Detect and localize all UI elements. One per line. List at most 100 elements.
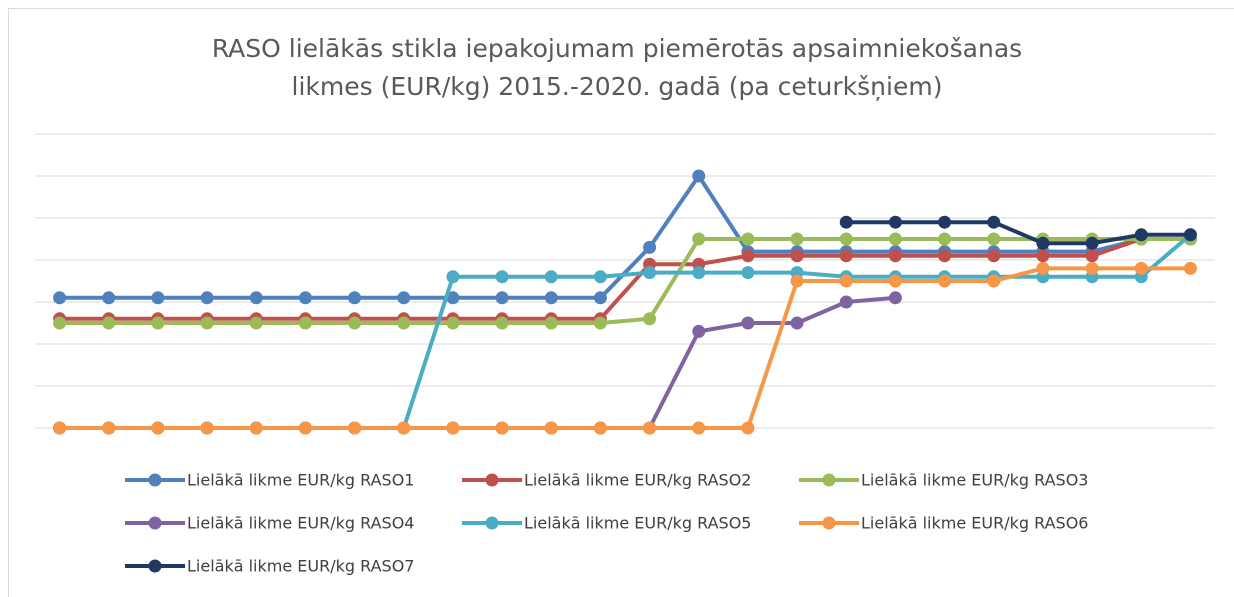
data-point bbox=[839, 274, 853, 288]
data-point bbox=[692, 169, 706, 183]
data-point bbox=[888, 249, 902, 263]
data-point bbox=[446, 421, 460, 435]
data-point bbox=[544, 421, 558, 435]
legend-marker bbox=[822, 473, 836, 487]
data-point bbox=[888, 232, 902, 246]
data-point bbox=[53, 291, 67, 305]
legend-label: Lielākā likme EUR/kg RASO6 bbox=[861, 514, 1088, 533]
data-point bbox=[888, 274, 902, 288]
data-point bbox=[741, 249, 755, 263]
data-point bbox=[839, 215, 853, 229]
data-point bbox=[888, 215, 902, 229]
data-point bbox=[888, 291, 902, 305]
data-point bbox=[987, 215, 1001, 229]
legend-label: Lielākā likme EUR/kg RASO7 bbox=[187, 557, 414, 576]
legend-marker bbox=[485, 473, 499, 487]
data-point bbox=[298, 421, 312, 435]
data-point bbox=[200, 291, 214, 305]
data-point bbox=[643, 312, 657, 326]
data-point bbox=[692, 324, 706, 338]
data-point bbox=[151, 316, 165, 330]
data-point bbox=[397, 421, 411, 435]
data-point bbox=[938, 232, 952, 246]
data-point bbox=[741, 421, 755, 435]
data-point bbox=[938, 274, 952, 288]
data-point bbox=[839, 295, 853, 309]
data-point bbox=[741, 266, 755, 280]
data-point bbox=[790, 249, 804, 263]
data-point bbox=[544, 291, 558, 305]
data-point bbox=[593, 270, 607, 284]
legend-marker bbox=[148, 473, 162, 487]
data-point bbox=[643, 421, 657, 435]
data-point bbox=[1036, 236, 1050, 250]
data-point bbox=[1134, 261, 1148, 275]
series-line bbox=[59, 237, 1191, 321]
data-point bbox=[741, 232, 755, 246]
data-point bbox=[249, 421, 263, 435]
data-point bbox=[249, 316, 263, 330]
data-point bbox=[348, 291, 362, 305]
legend-marker bbox=[822, 516, 836, 530]
data-point bbox=[1036, 249, 1050, 263]
data-point bbox=[495, 291, 509, 305]
data-point bbox=[593, 316, 607, 330]
data-point bbox=[643, 240, 657, 254]
data-point bbox=[397, 291, 411, 305]
data-point bbox=[692, 266, 706, 280]
data-point bbox=[1085, 249, 1099, 263]
data-point bbox=[1183, 261, 1197, 275]
data-point bbox=[249, 291, 263, 305]
data-point bbox=[593, 291, 607, 305]
data-point bbox=[495, 270, 509, 284]
series-line bbox=[59, 174, 1191, 300]
data-point bbox=[692, 232, 706, 246]
data-point bbox=[298, 316, 312, 330]
data-point bbox=[446, 316, 460, 330]
data-point bbox=[495, 316, 509, 330]
data-point bbox=[1085, 236, 1099, 250]
data-point bbox=[544, 270, 558, 284]
data-point bbox=[446, 291, 460, 305]
data-point bbox=[200, 421, 214, 435]
legend-label: Lielākā likme EUR/kg RASO2 bbox=[524, 471, 751, 490]
data-point bbox=[200, 316, 214, 330]
data-point bbox=[790, 232, 804, 246]
data-point bbox=[102, 421, 116, 435]
data-point bbox=[839, 249, 853, 263]
data-point bbox=[790, 316, 804, 330]
legend-marker bbox=[148, 559, 162, 573]
data-point bbox=[1085, 261, 1099, 275]
data-point bbox=[495, 421, 509, 435]
chart-title: likmes (EUR/kg) 2015.-2020. gadā (pa cet… bbox=[292, 72, 943, 101]
series-line bbox=[59, 237, 1191, 325]
legend-marker bbox=[148, 516, 162, 530]
data-point bbox=[151, 421, 165, 435]
series-line bbox=[846, 220, 1191, 246]
data-point bbox=[102, 291, 116, 305]
data-point bbox=[938, 249, 952, 263]
data-point bbox=[151, 291, 165, 305]
data-point bbox=[790, 274, 804, 288]
data-point bbox=[102, 316, 116, 330]
legend-label: Lielākā likme EUR/kg RASO1 bbox=[187, 471, 414, 490]
legend-marker bbox=[485, 516, 499, 530]
data-point bbox=[987, 274, 1001, 288]
legend-label: Lielākā likme EUR/kg RASO4 bbox=[187, 514, 414, 533]
data-point bbox=[348, 316, 362, 330]
data-point bbox=[987, 249, 1001, 263]
data-point bbox=[1036, 261, 1050, 275]
data-point bbox=[298, 291, 312, 305]
data-point bbox=[643, 266, 657, 280]
data-point bbox=[53, 421, 67, 435]
data-point bbox=[938, 215, 952, 229]
chart-frame bbox=[8, 8, 1234, 597]
data-point bbox=[544, 316, 558, 330]
data-point bbox=[397, 316, 411, 330]
series-line bbox=[59, 233, 1192, 430]
data-point bbox=[1183, 228, 1197, 242]
legend-label: Lielākā likme EUR/kg RASO3 bbox=[861, 471, 1088, 490]
data-point bbox=[839, 232, 853, 246]
data-point bbox=[741, 316, 755, 330]
